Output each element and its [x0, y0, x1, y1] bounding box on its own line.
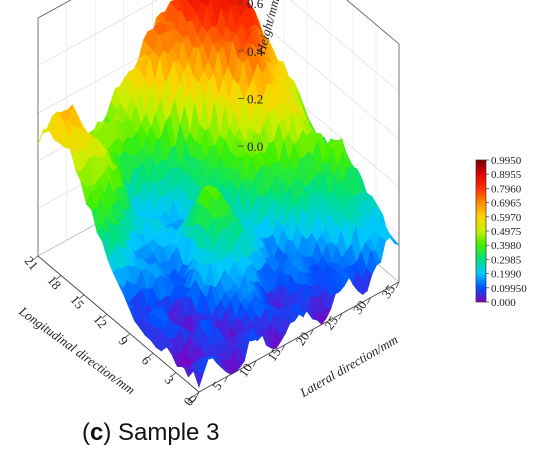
box-edge [346, 0, 400, 45]
colorbar-tick-label: 0.1990 [491, 269, 522, 281]
x-tick-mark [338, 313, 343, 320]
x-tick-mark [224, 376, 228, 383]
colorbar-tick-label: 0.09950 [491, 283, 527, 295]
colorbar-tick-label: 0.3980 [491, 240, 522, 252]
y-tick-mark [170, 372, 177, 377]
x-axis-line [198, 281, 400, 393]
z-tick-label: 0.4 [247, 44, 264, 59]
y-tick-mark [101, 313, 108, 319]
height-surface [37, 0, 400, 389]
z-tick-label: 0.2 [247, 91, 263, 106]
x-tick-label: 5 [209, 379, 225, 393]
colorbar-tick-label: 0.4975 [491, 226, 522, 238]
y-tick-mark [147, 352, 154, 358]
grid-line [290, 0, 400, 92]
x-tick-mark [309, 328, 314, 336]
y-axis-title: Longitudinal direction/mm [16, 303, 138, 398]
figure-caption: (c) Sample 3 [82, 419, 219, 447]
colorbar-tick-label: 0.2985 [491, 254, 522, 266]
caption-text: ) Sample 3 [103, 419, 220, 446]
y-tick-label: 9 [116, 334, 132, 349]
y-tick-mark [124, 333, 131, 339]
colorbar-tick-label: 0.000 [491, 297, 516, 309]
y-tick-mark [78, 294, 85, 300]
x-tick-mark [252, 360, 257, 367]
x-tick-mark [195, 391, 200, 399]
x-tick-label: 15 [264, 345, 284, 364]
colorbar-tick-label: 0.7960 [491, 183, 522, 195]
z-tick-label: 0.6 [247, 0, 264, 11]
x-tick-label: 30 [350, 298, 370, 317]
surface-patch [37, 128, 49, 145]
colorbar: 0.9950 0.8955 0.7960 0.6965 0.5970 0.4975 0.39… [475, 155, 527, 309]
x-tick-mark [395, 281, 400, 289]
colorbar-tick-label: 0.9950 [491, 155, 522, 167]
surface-patch [193, 370, 204, 389]
y-axis-line [37, 255, 200, 393]
colorbar-scale [475, 159, 487, 303]
x-axis-title: Lateral direction/mm [296, 332, 400, 401]
x-tick-label: 20 [293, 329, 313, 348]
colorbar-tick-label: 0.5970 [491, 212, 522, 224]
y-tick-label: 6 [139, 353, 155, 368]
caption-letter: c [90, 419, 104, 446]
y-tick-mark [32, 255, 39, 261]
y-tick-mark [193, 391, 200, 397]
colorbar-tick-label: 0.6965 [491, 198, 522, 210]
x-tick-label: 35 [378, 282, 398, 301]
caption-prefix: ( [82, 419, 90, 446]
colorbar-tick-label: 0.8955 [491, 169, 522, 181]
x-tick-mark [281, 344, 286, 352]
grid-line [37, 0, 158, 66]
x-tick-mark [367, 297, 371, 304]
grid-line [237, 2, 400, 140]
y-tick-mark [55, 275, 62, 280]
y-tick-label: 3 [162, 372, 178, 387]
z-tick-label: 0.0 [247, 139, 263, 154]
